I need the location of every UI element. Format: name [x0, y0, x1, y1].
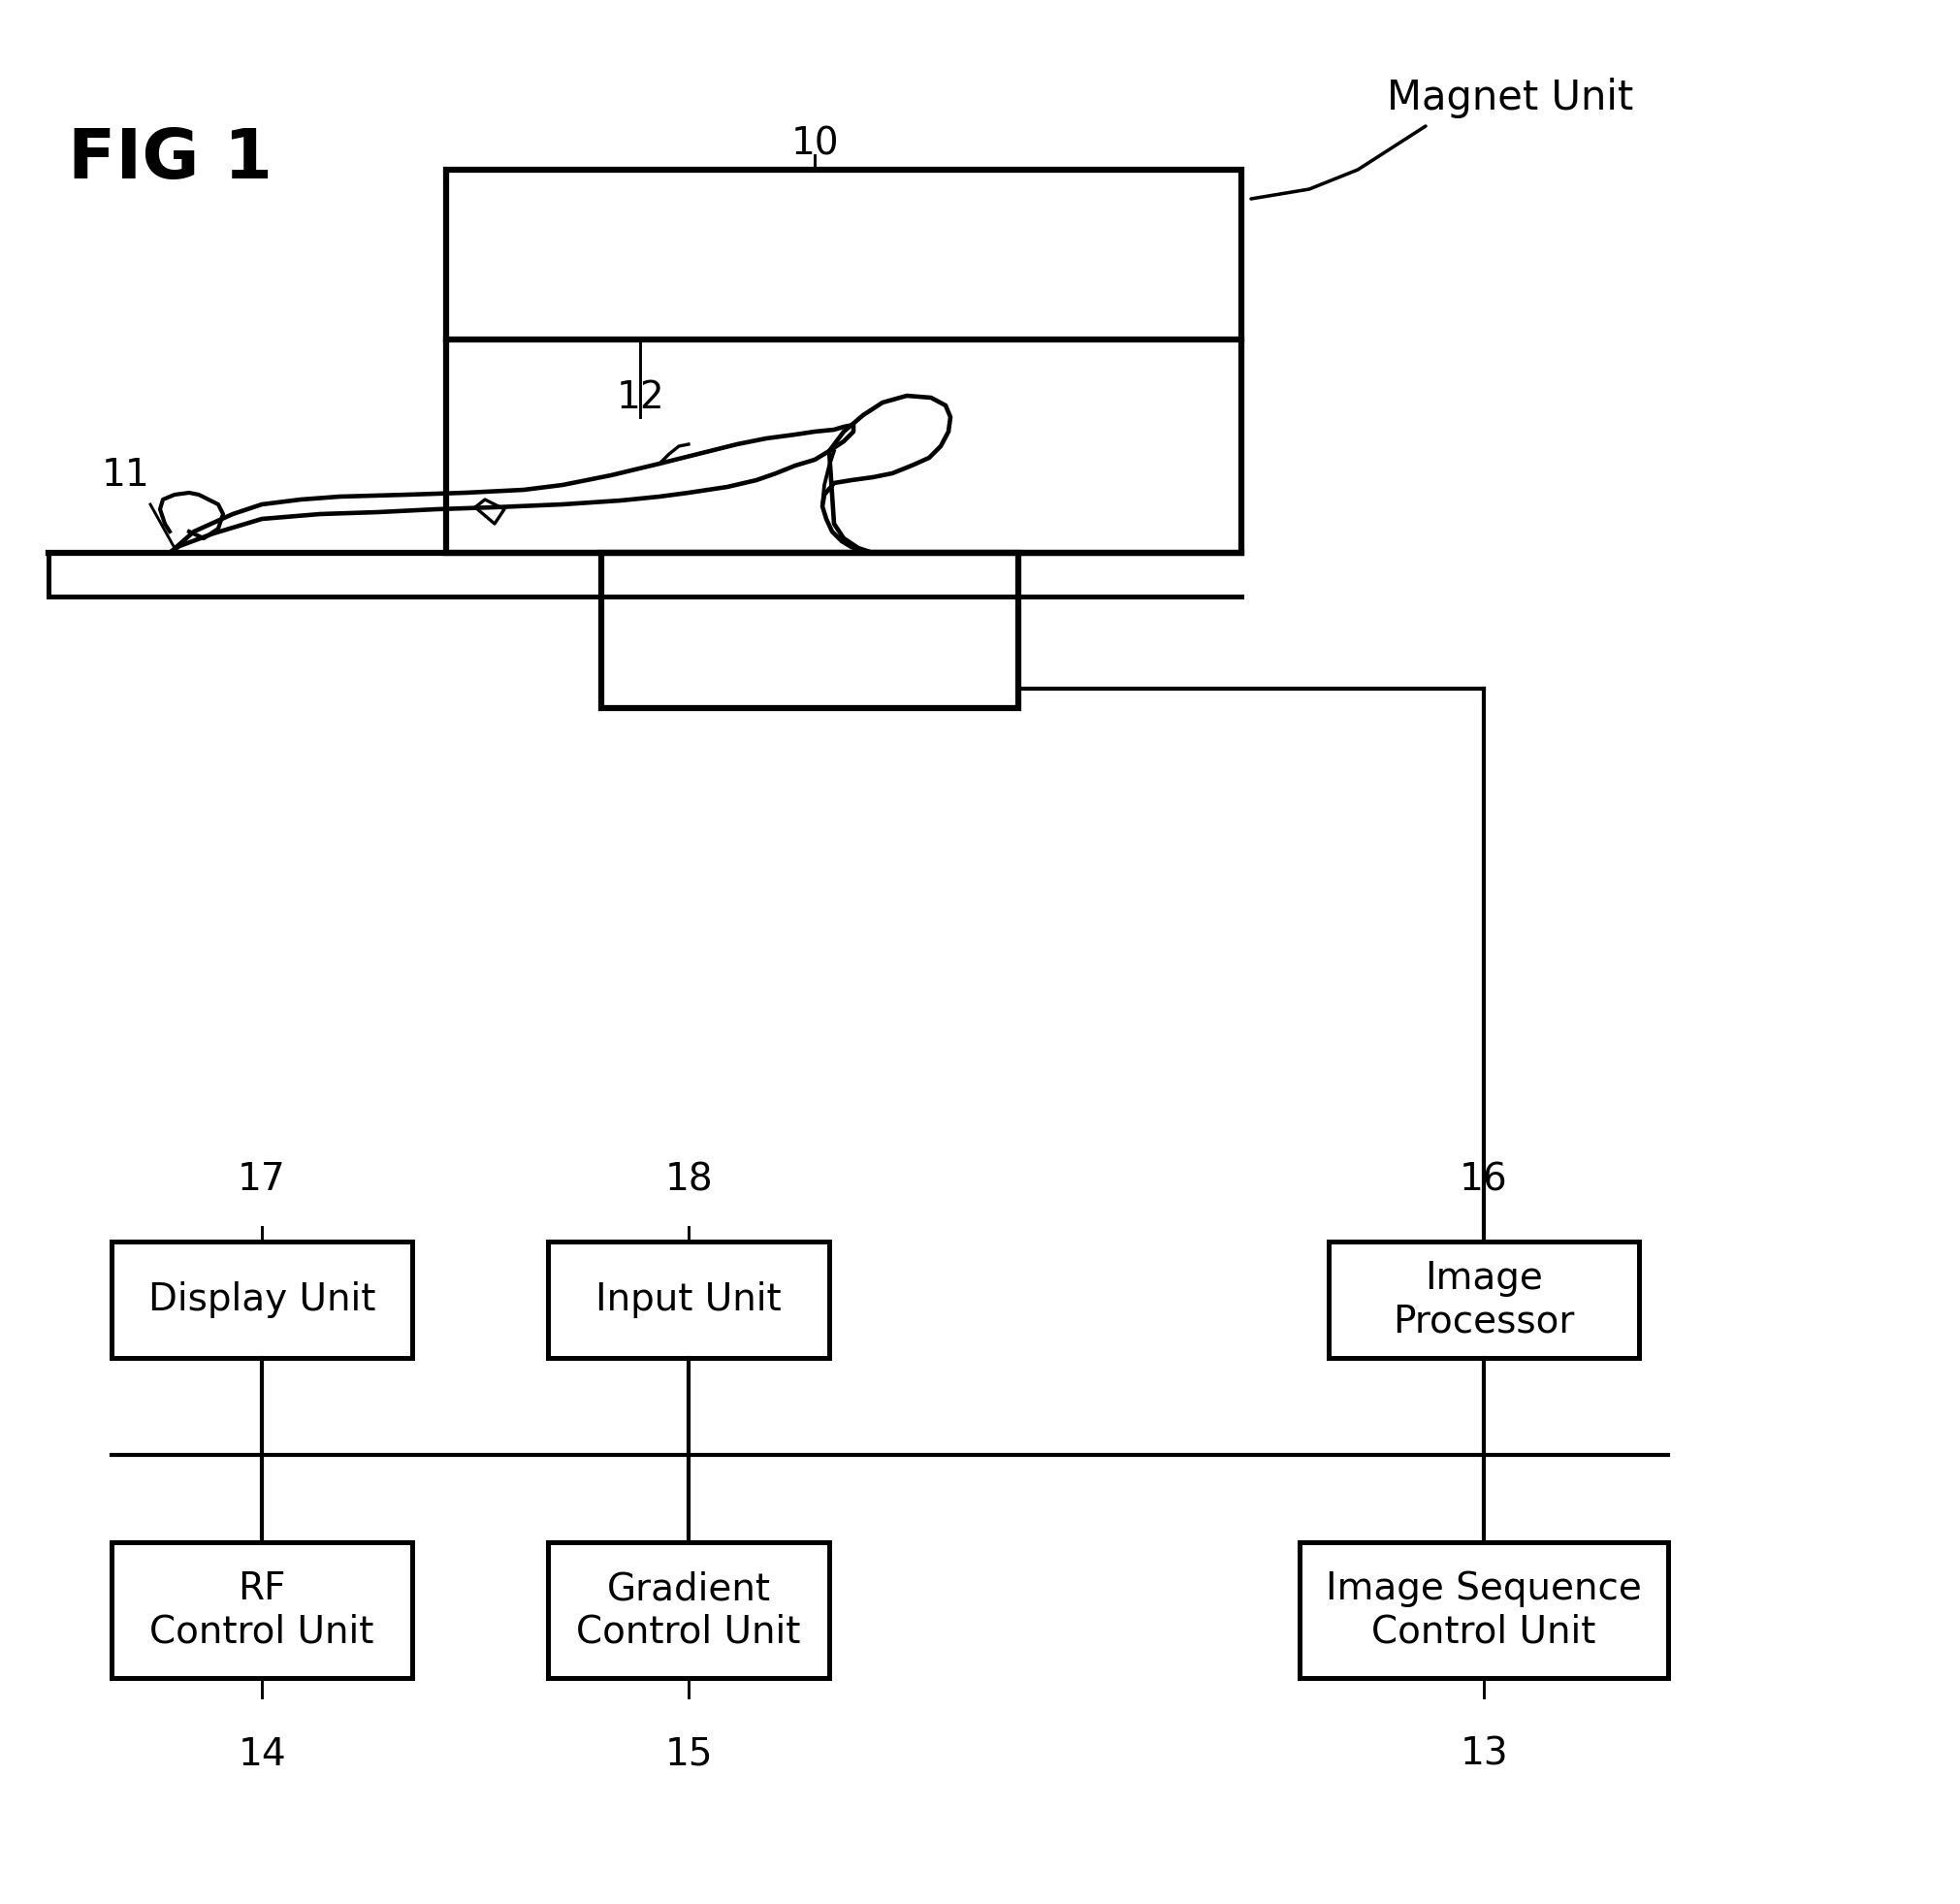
Text: 11: 11 — [102, 457, 151, 493]
Text: 17: 17 — [237, 1161, 286, 1198]
Text: Image
Processor: Image Processor — [1394, 1260, 1574, 1340]
Text: 16: 16 — [1460, 1161, 1507, 1198]
Text: 15: 15 — [664, 1736, 713, 1773]
Text: Input Unit: Input Unit — [596, 1281, 782, 1318]
Bar — [1299, 1542, 1668, 1677]
Bar — [1329, 1241, 1639, 1358]
Text: 13: 13 — [1460, 1736, 1507, 1773]
Text: 18: 18 — [664, 1161, 713, 1198]
Text: FIG 1: FIG 1 — [69, 126, 272, 192]
Text: 14: 14 — [237, 1736, 286, 1773]
Text: Image Sequence
Control Unit: Image Sequence Control Unit — [1325, 1571, 1642, 1651]
Text: 12: 12 — [615, 379, 664, 417]
Bar — [112, 1542, 412, 1677]
Bar — [549, 1241, 829, 1358]
Text: Display Unit: Display Unit — [149, 1281, 376, 1318]
Bar — [112, 1241, 412, 1358]
Bar — [602, 552, 1019, 708]
Bar — [549, 1542, 829, 1677]
Text: 10: 10 — [790, 126, 839, 164]
Text: Magnet Unit: Magnet Unit — [1388, 78, 1633, 118]
Text: RF
Control Unit: RF Control Unit — [149, 1571, 374, 1651]
Text: Gradient
Control Unit: Gradient Control Unit — [576, 1571, 802, 1651]
Bar — [447, 169, 1241, 552]
